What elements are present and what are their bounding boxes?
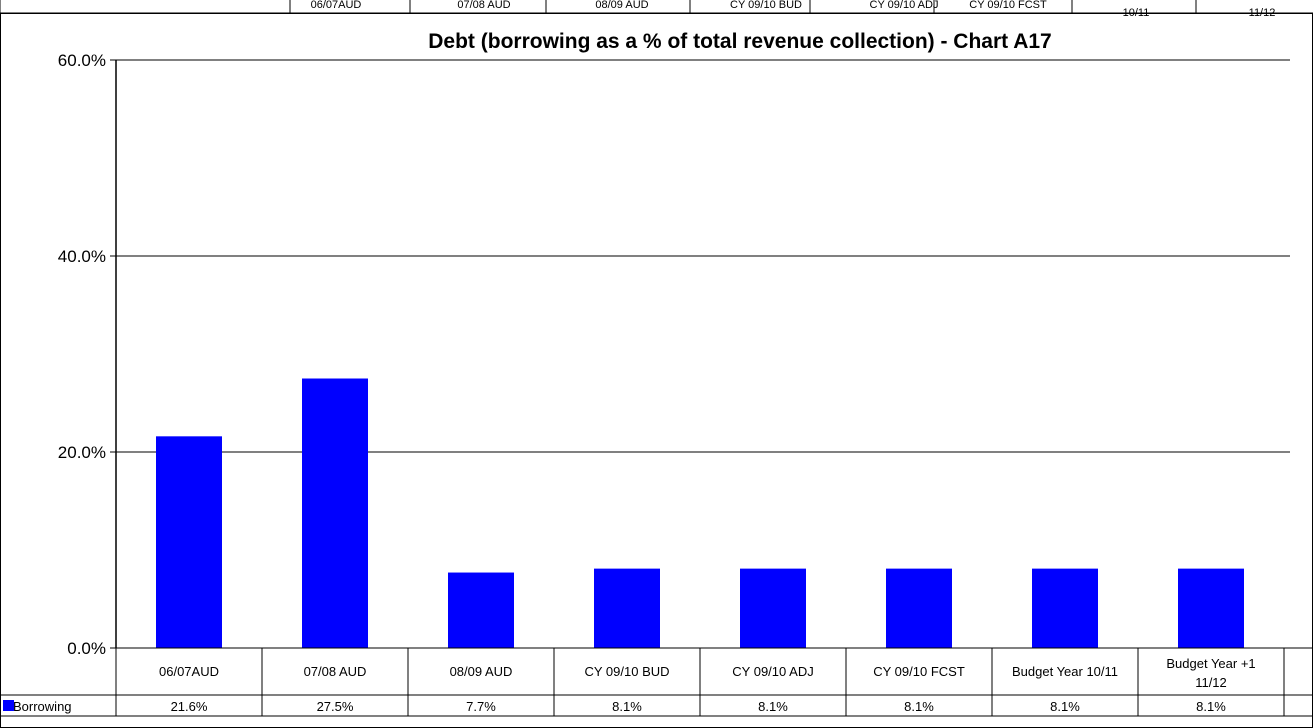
y-tick-label: 40.0% xyxy=(58,247,106,266)
data-label: 27.5% xyxy=(317,699,354,714)
bar xyxy=(886,568,952,648)
top-row-label: CY 09/10 BUD xyxy=(730,0,802,11)
top-row-label: CY 09/10 ADJ xyxy=(870,0,939,11)
category-label: Budget Year 10/11 xyxy=(1012,664,1118,679)
category-label: CY 09/10 FCST xyxy=(873,664,965,679)
y-tick-label: 60.0% xyxy=(58,51,106,70)
data-label: 8.1% xyxy=(1196,699,1226,714)
bar xyxy=(594,568,660,648)
legend-swatch xyxy=(3,700,14,711)
category-label: 11/12 xyxy=(1195,675,1227,690)
data-label: 8.1% xyxy=(1050,699,1080,714)
bar xyxy=(1178,568,1244,648)
bar xyxy=(156,436,222,648)
data-label: 8.1% xyxy=(612,699,642,714)
data-label: 7.7% xyxy=(466,699,496,714)
legend-series-name: Borrowing xyxy=(13,699,72,714)
bar xyxy=(740,568,806,648)
category-label: CY 09/10 BUD xyxy=(584,664,669,679)
y-tick-label: 0.0% xyxy=(67,639,106,658)
category-label: CY 09/10 ADJ xyxy=(732,664,813,679)
top-row-label: CY 09/10 FCST xyxy=(969,0,1047,11)
category-label: 08/09 AUD xyxy=(450,664,513,679)
data-label: 8.1% xyxy=(904,699,934,714)
bar xyxy=(1032,568,1098,648)
category-label: 07/08 AUD xyxy=(304,664,367,679)
top-row-label: 07/08 AUD xyxy=(457,0,510,11)
category-label: 06/07AUD xyxy=(159,664,219,679)
data-label: 8.1% xyxy=(758,699,788,714)
bar xyxy=(302,378,368,648)
data-label: 21.6% xyxy=(171,699,208,714)
y-tick-label: 20.0% xyxy=(58,443,106,462)
chart-title: Debt (borrowing as a % of total revenue … xyxy=(428,30,1051,53)
top-row-label: 08/09 AUD xyxy=(595,0,648,11)
category-label: Budget Year +1 xyxy=(1166,656,1255,671)
top-row-label: 06/07AUD xyxy=(311,0,362,11)
bar xyxy=(448,572,514,648)
